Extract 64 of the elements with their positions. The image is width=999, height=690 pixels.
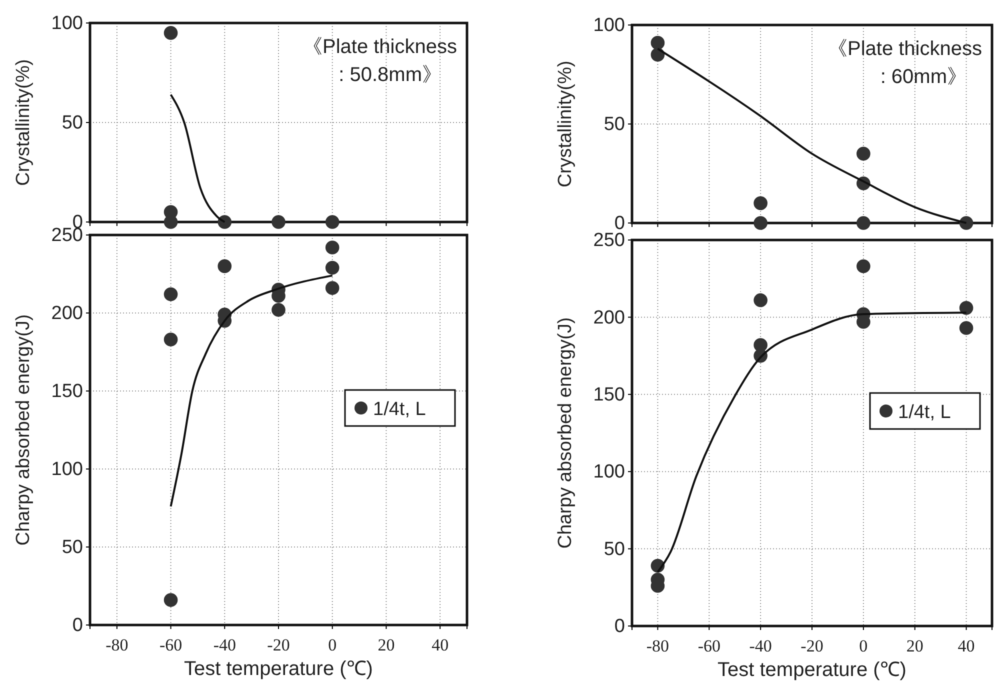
point [325,215,340,229]
y-tick-label: 0 [72,615,83,636]
x-tick-label: 0 [328,636,337,655]
y-tick-label: 100 [593,462,625,483]
point [325,281,340,295]
y-tick-label: 200 [593,307,625,328]
x-tick-label: -20 [800,636,824,656]
y-axis-title: Crystallinity(%) [13,59,34,186]
point [650,36,665,50]
point [959,216,974,230]
point [959,321,974,335]
point [164,215,178,229]
point [218,215,232,229]
point [959,301,974,315]
y-tick-label: 50 [604,538,625,560]
y-axis-title: Charpy absorbed energy(J) [13,314,34,546]
point [164,287,178,302]
point [164,26,178,40]
point [164,593,178,607]
x-tick-label: -80 [106,636,128,655]
point [325,260,340,275]
annotation: 《Plate thickness [302,36,457,58]
point [856,259,870,274]
y-tick-label: 250 [593,230,625,252]
annotation: : 60mm》 [880,66,967,88]
x-tick-label: -60 [698,636,720,656]
y-tick-label: 150 [51,381,83,402]
x-tick-label: -40 [749,636,772,656]
x-tick-label: 20 [906,636,924,656]
y-tick-label: 100 [51,13,83,34]
y-tick-label: 100 [51,459,83,480]
y-tick-label: 50 [62,537,83,558]
y-tick-label: 100 [593,15,625,36]
point [164,332,178,346]
y-tick-label: 200 [51,303,83,324]
x-tick-label: 20 [378,636,395,655]
y-axis-title: Charpy absorbed energy(J) [555,317,576,549]
x-tick-label: -80 [646,636,670,656]
x-tick-label: -60 [159,636,182,655]
point [272,215,286,229]
y-axis-title: Crystallinity(%) [555,60,576,188]
x-tick-label: 0 [859,636,868,656]
y-tick-label: 150 [593,384,625,406]
x-tick-label: -20 [267,636,290,655]
annotation: 《Plate thickness [827,38,982,60]
y-tick-label: 50 [604,114,625,136]
x-tick-label: -40 [213,636,236,655]
x-tick-label: 40 [432,636,449,655]
point [856,146,870,161]
point [272,302,286,317]
legend-label: 1/4t, L [898,402,951,423]
point [754,216,768,230]
x-axis-title: Test temperature (℃) [718,659,906,681]
point [218,259,232,274]
x-axis-title: Test temperature (℃) [184,658,373,680]
point [754,196,768,210]
annotation: : 50.8mm》 [338,64,442,86]
y-tick-label: 50 [62,112,83,134]
point [856,216,870,230]
legend-label: 1/4t, L [373,399,426,420]
y-tick-label: 0 [614,616,625,638]
point [754,293,768,308]
x-tick-label: 40 [958,636,975,656]
point [325,240,340,254]
